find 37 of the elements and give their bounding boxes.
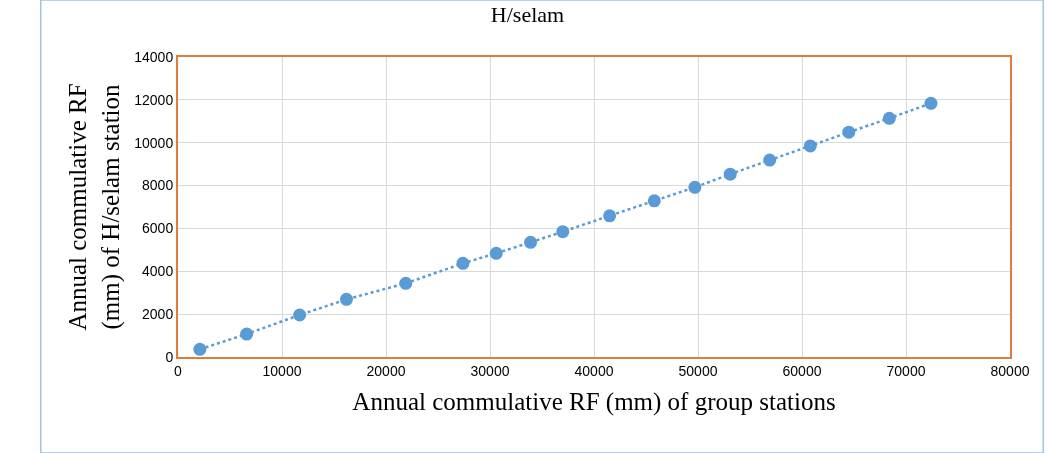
point bbox=[803, 139, 817, 153]
point bbox=[924, 96, 938, 110]
point bbox=[524, 235, 538, 249]
point bbox=[723, 167, 737, 181]
point bbox=[399, 276, 413, 290]
point bbox=[882, 111, 896, 125]
x-tick-label: 20000 bbox=[366, 362, 406, 379]
y-tick-label: 14000 bbox=[134, 48, 174, 65]
x-axis-title: Annual commulative RF (mm) of group stations bbox=[352, 388, 836, 417]
x-tick-label: 40000 bbox=[574, 362, 614, 379]
y-tick-label: 10000 bbox=[134, 134, 174, 151]
point bbox=[603, 209, 617, 223]
y-axis-title: Annual commulative RF (mm) of H/selam station bbox=[64, 83, 125, 331]
point bbox=[456, 256, 470, 270]
point bbox=[647, 194, 661, 208]
y-tick-label: 0 bbox=[165, 348, 174, 365]
x-tick-label: 70000 bbox=[886, 362, 926, 379]
x-tick-label: 30000 bbox=[470, 362, 510, 379]
y-tick-label: 2000 bbox=[142, 306, 174, 323]
x-tick-label: 60000 bbox=[782, 362, 822, 379]
x-tick-label: 10000 bbox=[262, 362, 302, 379]
chart-title: H/selam bbox=[490, 2, 565, 28]
point bbox=[339, 292, 353, 306]
point bbox=[556, 225, 570, 239]
x-tick-label: 80000 bbox=[990, 362, 1030, 379]
point bbox=[763, 153, 777, 167]
y-tick-label: 8000 bbox=[142, 177, 174, 194]
point bbox=[489, 246, 503, 260]
point bbox=[293, 308, 307, 322]
point bbox=[193, 342, 207, 356]
y-tick-label: 6000 bbox=[142, 220, 174, 237]
point bbox=[842, 125, 856, 139]
y-tick-label: 4000 bbox=[142, 263, 174, 280]
point bbox=[240, 327, 254, 341]
x-tick-label: 50000 bbox=[678, 362, 718, 379]
point bbox=[688, 180, 702, 194]
y-tick-label: 12000 bbox=[134, 91, 174, 108]
